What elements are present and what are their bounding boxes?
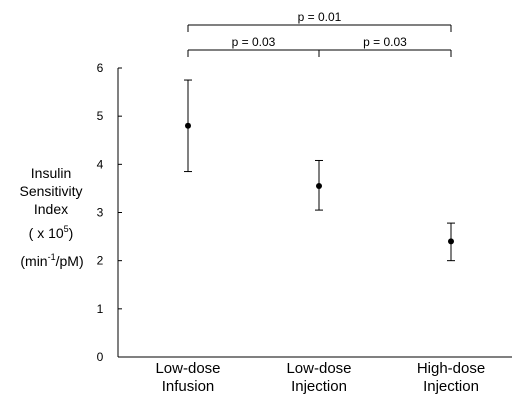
p-value-label: p = 0.03: [363, 35, 407, 49]
y-axis-title-line-4: ( x 105): [29, 224, 74, 241]
y-axis-title-line-4-sup: 5: [64, 224, 69, 234]
y-axis-title-line-5-sup: -1: [48, 252, 56, 262]
data-points: [184, 79, 455, 262]
data-point: [448, 238, 454, 245]
y-tick-label: 6: [97, 61, 104, 75]
x-tick-label-line-2: Injection: [423, 378, 479, 395]
x-tick-label-line-2: Infusion: [162, 378, 215, 395]
y-tick-label: 1: [97, 302, 104, 316]
p-value-label: p = 0.01: [298, 10, 342, 24]
y-tick-label: 4: [97, 157, 104, 171]
y-tick-label: 2: [97, 254, 104, 268]
y-axis-title-line-3: Index: [34, 201, 68, 217]
p-value-label: p = 0.03: [232, 35, 276, 49]
y-ticks: 0 1 2 3 4 5 6: [97, 61, 122, 364]
y-axis-title-line-4-post: ): [69, 225, 74, 241]
y-tick-label: 0: [97, 350, 104, 364]
y-axis-title-line-5-post: /pM): [56, 253, 84, 269]
y-tick-label: 3: [97, 206, 104, 220]
x-tick-label-line-1: Low-dose: [286, 360, 351, 377]
y-tick-label: 5: [97, 109, 104, 123]
x-tick-label-line-2: Injection: [291, 378, 347, 395]
data-point: [185, 122, 191, 129]
data-point: [316, 183, 322, 190]
y-axis-title-line-4-pre: ( x 10: [29, 225, 64, 241]
x-tick-labels: Low-doseInfusionLow-doseInjectionHigh-do…: [155, 360, 485, 395]
y-axis-title: Insulin Sensitivity Index ( x 105) (min-…: [19, 165, 83, 269]
x-tick-label-line-1: Low-dose: [155, 360, 220, 377]
significance-brackets: p = 0.01 p = 0.03 p = 0.03: [187, 10, 452, 57]
y-axis-title-line-1: Insulin: [31, 165, 71, 181]
y-axis-title-line-5-pre: (min: [20, 253, 47, 269]
x-tick-label-line-1: High-dose: [417, 360, 485, 377]
y-axis-title-line-5: (min-1/pM): [20, 252, 83, 269]
y-axis-title-line-2: Sensitivity: [19, 183, 82, 199]
